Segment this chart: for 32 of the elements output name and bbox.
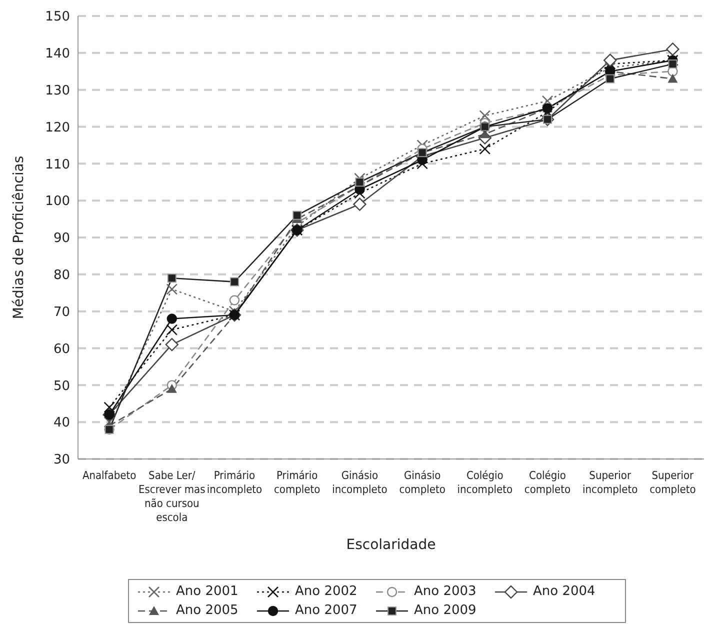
y-axis-title: Médias de Proficiências [10, 156, 27, 320]
y-tick-label: 70 [53, 304, 70, 320]
y-tick-label: 40 [53, 416, 70, 431]
legend-label: Ano 2004 [533, 584, 596, 599]
x-tick-label: Ginásio completo [399, 469, 446, 496]
x-axis-title: Escolaridade [346, 537, 436, 553]
y-tick-label: 150 [45, 10, 70, 25]
x-tick-label: Analfabeto [82, 469, 136, 482]
y-tick-label: 130 [45, 83, 70, 98]
y-tick-label: 90 [53, 231, 70, 246]
y-tick-label: 80 [53, 268, 70, 284]
y-tick-label: 60 [53, 342, 70, 357]
legend-label: Ano 2001 [176, 584, 238, 599]
x-tick-label: Sabe Ler/ Escrever mas não cursou escola [138, 469, 206, 524]
x-tick-label: Superior completo [650, 469, 696, 496]
y-tick-label: 100 [45, 194, 70, 210]
y-tick-label: 140 [45, 46, 70, 62]
legend-label: Ano 2007 [295, 603, 358, 618]
x-tick-label: Colégio completo [524, 469, 571, 496]
legend-label: Ano 2002 [295, 584, 358, 599]
legend-label: Ano 2009 [414, 603, 476, 618]
y-tick-label: 50 [53, 378, 70, 394]
y-tick-label: 120 [45, 120, 70, 136]
legend-label: Ano 2003 [414, 584, 476, 599]
x-tick-label: Primário incompleto [206, 469, 262, 496]
x-tick-label: Ginásio incompleto [332, 469, 388, 496]
x-tick-label: Colégio incompleto [457, 469, 513, 496]
x-tick-label: Primário completo [274, 469, 320, 496]
x-tick-label: Superior incompleto [582, 469, 638, 496]
y-tick-label: 30 [53, 452, 70, 468]
legend-label: Ano 2005 [176, 603, 238, 618]
y-tick-label: 110 [45, 157, 70, 172]
